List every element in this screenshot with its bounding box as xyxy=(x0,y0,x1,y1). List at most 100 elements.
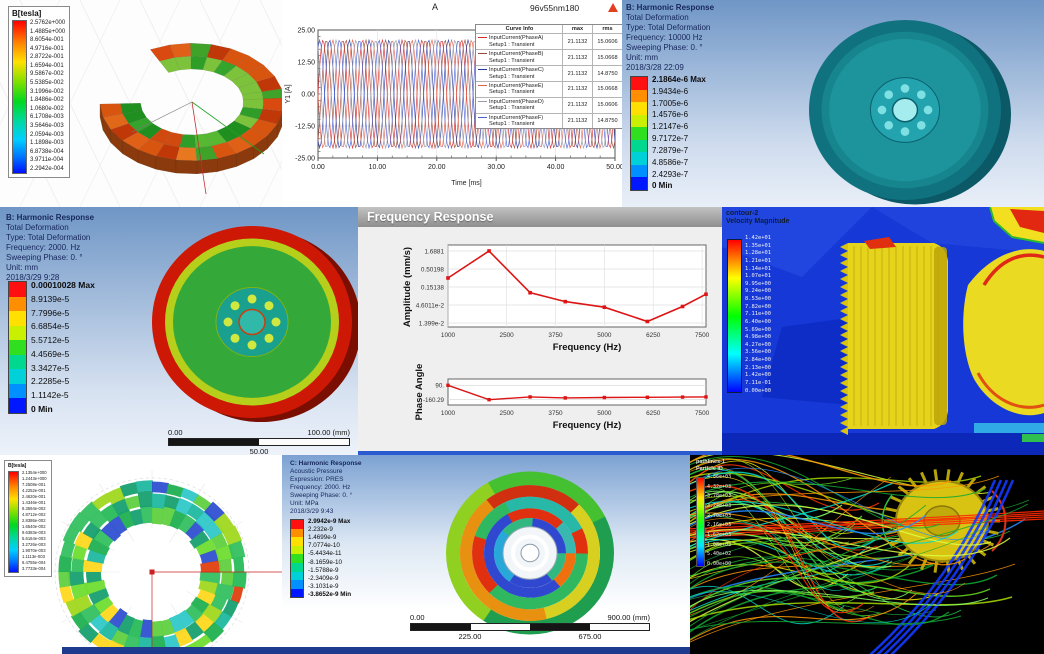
result-header: B: Harmonic Response Total Deformation Typ… xyxy=(626,3,714,73)
header-line: Total Deformation xyxy=(626,13,689,22)
legend-value: 7.11e+00 xyxy=(745,311,771,318)
legend-band xyxy=(291,528,303,538)
header-line: Sweeping Phase: 0. ° xyxy=(626,43,703,52)
legend-band xyxy=(291,580,303,589)
legend-value: 1.4885e+000 xyxy=(30,28,66,35)
legend-value: 4.27e+00 xyxy=(745,341,771,348)
legend-band xyxy=(9,282,26,297)
legend-value: 2.2285e-5 xyxy=(31,376,70,387)
velocity-contour-plot xyxy=(722,207,1044,455)
panel-maxwell-torus-flux: B[tesla] 2.5762e+000 1.4885e+000 8.6054e-00… xyxy=(0,0,282,207)
legend-band xyxy=(291,571,303,581)
curve-label: InputCurrent(PhaseF) xyxy=(478,115,561,121)
legend-value: 4.8712e-002 xyxy=(22,511,46,517)
legend-value: 3.2726e-003 xyxy=(22,541,46,547)
legend-value: 6.1708e-003 xyxy=(30,114,64,121)
header-line: C: Harmonic Response xyxy=(290,460,362,467)
legend-value: 1.28e+01 xyxy=(745,250,771,257)
chart-text: -25.00 xyxy=(295,156,315,163)
legend-value: 7.2879e-7 xyxy=(652,145,689,155)
legend-value: 1.9070e-003 xyxy=(22,547,46,553)
frequency-response-charts: 1.6881 0.50198 0.15138 4.6011e-2 1.399e-2 100… xyxy=(402,244,710,431)
max-value-cell: 21.1132 xyxy=(562,34,592,50)
curve-name-cell: InputCurrent(PhaseE) Setup1 : Transient xyxy=(476,82,562,97)
legend-title-line: contour-2 xyxy=(726,210,759,217)
curve-setup: Setup1 : Transient xyxy=(489,73,535,80)
scale-label-mid: 50.00 xyxy=(249,447,269,455)
header-line: B: Harmonic Response xyxy=(626,3,715,12)
legend-value: 8.9139e-5 xyxy=(31,293,70,304)
legend-value: 1.6594e-001 xyxy=(30,62,64,69)
chart-text: Time [ms] xyxy=(451,180,482,187)
legend-value: 9.95e+00 xyxy=(745,280,771,287)
legend-value: 2.13e+00 xyxy=(745,364,771,371)
chart-text: 4.6011e-2 xyxy=(416,302,445,309)
legend-band xyxy=(9,311,26,326)
curve-setup: Setup1 : Transient xyxy=(489,41,535,48)
chart-text: 6250 xyxy=(646,410,661,417)
legend-value: 1.4576e-6 xyxy=(652,110,689,120)
legend-value: 1.6540e-002 xyxy=(22,523,46,529)
table-row: InputCurrent(PhaseF) Setup1 : Transient 21… xyxy=(476,112,622,129)
scale-label-right: 100.00 (mm) xyxy=(307,428,350,437)
legend-value: 1.8486e-002 xyxy=(30,97,64,104)
legend-title-line: Particle ID xyxy=(696,465,723,472)
curve-setup: Setup1 : Transient xyxy=(489,121,535,128)
chart-text: 0.00 xyxy=(311,164,325,171)
legend-band xyxy=(291,562,303,572)
curve-line-swatch xyxy=(478,116,487,118)
window-title-bar[interactable]: Frequency Response xyxy=(358,207,722,227)
legend-band xyxy=(631,77,647,90)
legend-value: 2.8386e-002 xyxy=(22,517,46,523)
legend-value: 1.07e+01 xyxy=(745,273,771,280)
legend-value: 5.5712e-5 xyxy=(31,335,70,346)
legend-value: 0 Min xyxy=(31,403,53,414)
chart-text: 1000 xyxy=(441,410,456,417)
legend-value: 6.40e+00 xyxy=(745,318,771,325)
legend-value: 7.82e+00 xyxy=(745,303,771,310)
legend-title-line: pathlines-1 xyxy=(696,459,726,465)
legend-value: -8.1659e-10 xyxy=(308,558,342,566)
warning-icon[interactable] xyxy=(608,3,618,12)
panel-harmonic-response-10000hz: B: Harmonic Response Total Deformation Typ… xyxy=(622,0,1044,207)
header-line: B: Harmonic Response xyxy=(6,213,95,222)
chart-text: 1000 xyxy=(441,332,456,339)
header-line: Frequency: 10000 Hz xyxy=(626,33,703,42)
legend-value: 4.98e+00 xyxy=(745,334,771,341)
header-line: Type: Total Deformation xyxy=(626,23,711,32)
table-row: InputCurrent(PhaseD) Setup1 : Transient 21… xyxy=(476,96,622,113)
legend-value: 1.42e+00 xyxy=(745,372,771,379)
chart-text: -160.29 xyxy=(423,397,445,404)
legend-value: -1.5788e-9 xyxy=(308,566,339,574)
legend-band xyxy=(631,89,647,102)
legend-value: 3.24e+03 xyxy=(707,502,732,509)
legend-band xyxy=(9,296,26,311)
pathlines-legend-title: pathlines-1 Particle ID xyxy=(696,459,725,472)
table-row: InputCurrent(PhaseE) Setup1 : Transient 21… xyxy=(476,80,622,97)
legend-value: 2.1354e+000 xyxy=(22,470,47,475)
chart-text: Frequency (Hz) xyxy=(553,342,622,353)
table-row: InputCurrent(PhaseC) Setup1 : Transient 21… xyxy=(476,65,622,81)
legend-value: 1.1142e-5 xyxy=(31,390,69,401)
legend-band xyxy=(631,152,647,165)
pathlines-plot xyxy=(690,455,1044,654)
pathlines-legend-values: 4.86e+03 4.32e+03 3.78e+03 3.24e+03 2.70e+03… xyxy=(707,475,731,567)
legend-value: 1.2147e-6 xyxy=(652,122,689,132)
legend-value: 1.7005e-6 xyxy=(652,98,689,108)
legend-color-bar xyxy=(8,471,19,573)
rms-value-cell: 14.8750 xyxy=(592,66,622,81)
rms-value-cell: 15.0668 xyxy=(592,81,622,97)
chart-text: 90. xyxy=(435,383,444,390)
legend-band xyxy=(291,554,303,563)
chart-text: 0.00 xyxy=(301,92,315,99)
panel-velocity-contour: contour-2 Velocity Magnitude 1.42e+01 1.3… xyxy=(722,207,1044,455)
legend-value: 9.5867e-002 xyxy=(30,71,64,78)
scale-label-mid-left: 225.00 xyxy=(458,632,482,641)
panel-maxwell-ring-flux: B[tesla] 2.1354e+000 1.2443e+000 7.2508e-00… xyxy=(0,455,282,654)
legend-band xyxy=(9,325,26,340)
header-line: Frequency: 2000. Hz xyxy=(290,484,351,491)
chart-text: 7500 xyxy=(695,332,710,339)
flux-color-legend: B[tesla] 2.1354e+000 1.2443e+000 7.2508e-00… xyxy=(4,460,52,577)
rms-value-cell: 15.0668 xyxy=(592,50,622,66)
